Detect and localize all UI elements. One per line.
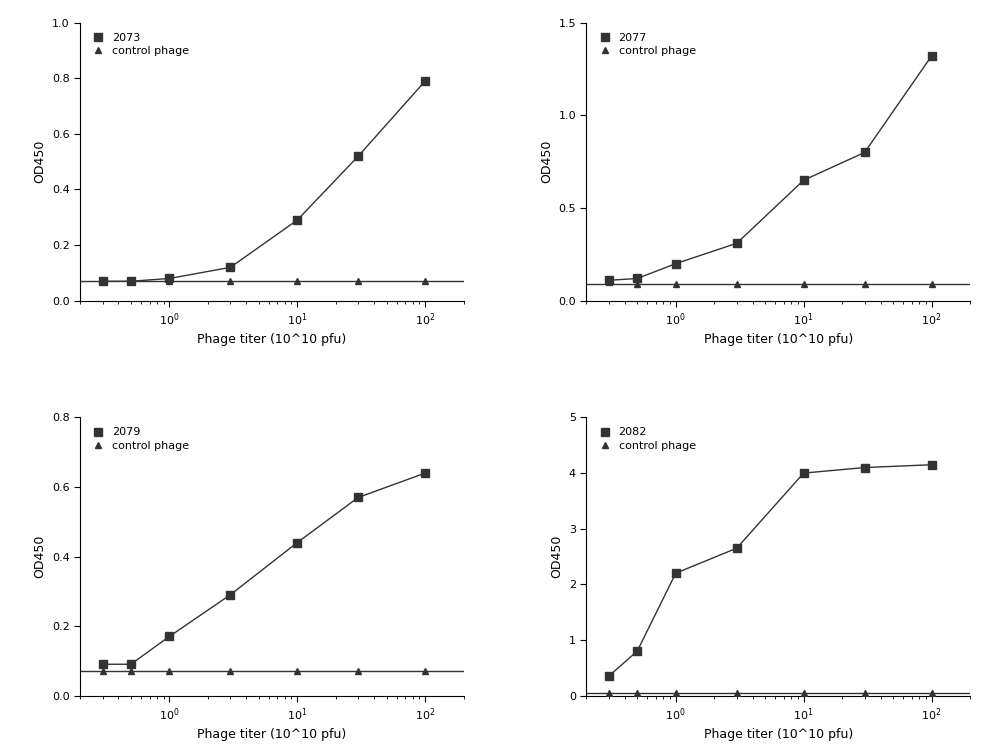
control phage — [352, 667, 364, 676]
control phage — [352, 277, 364, 286]
control phage — [926, 688, 938, 697]
Line: 2073: 2073 — [98, 77, 429, 286]
control phage — [224, 277, 236, 286]
Line: control phage: control phage — [99, 668, 429, 674]
Y-axis label: OD450: OD450 — [540, 140, 553, 184]
2077 — [631, 274, 643, 283]
control phage — [97, 277, 109, 286]
control phage — [291, 667, 303, 676]
control phage — [926, 280, 938, 289]
control phage — [419, 667, 431, 676]
control phage — [731, 688, 743, 697]
2073 — [352, 152, 364, 161]
2082 — [859, 463, 871, 472]
control phage — [125, 667, 137, 676]
control phage — [97, 667, 109, 676]
control phage — [731, 280, 743, 289]
2077 — [859, 148, 871, 157]
Line: 2079: 2079 — [98, 469, 429, 668]
control phage — [125, 277, 137, 286]
Line: control phage: control phage — [605, 689, 935, 696]
control phage — [163, 667, 175, 676]
Legend: 2082, control phage: 2082, control phage — [592, 423, 700, 455]
control phage — [224, 667, 236, 676]
2079 — [352, 493, 364, 502]
2073 — [224, 263, 236, 272]
2073 — [291, 215, 303, 225]
2079 — [419, 469, 431, 478]
control phage — [603, 688, 615, 697]
2082 — [670, 569, 682, 578]
2077 — [926, 51, 938, 60]
control phage — [798, 280, 810, 289]
control phage — [859, 280, 871, 289]
control phage — [859, 688, 871, 697]
2079 — [224, 590, 236, 600]
2082 — [798, 469, 810, 478]
2082 — [731, 544, 743, 553]
control phage — [670, 688, 682, 697]
control phage — [419, 277, 431, 286]
X-axis label: Phage titer (10^10 pfu): Phage titer (10^10 pfu) — [197, 728, 346, 741]
2082 — [926, 460, 938, 469]
control phage — [291, 277, 303, 286]
2079 — [291, 538, 303, 547]
Legend: 2077, control phage: 2077, control phage — [592, 28, 700, 60]
2073 — [163, 274, 175, 283]
2079 — [125, 660, 137, 669]
control phage — [670, 280, 682, 289]
Legend: 2073, control phage: 2073, control phage — [86, 28, 194, 60]
2082 — [603, 671, 615, 680]
2073 — [97, 277, 109, 286]
2077 — [798, 175, 810, 184]
2077 — [670, 259, 682, 268]
Y-axis label: OD450: OD450 — [33, 140, 46, 184]
2079 — [97, 660, 109, 669]
Line: 2082: 2082 — [605, 460, 936, 680]
control phage — [631, 688, 643, 697]
2077 — [731, 239, 743, 248]
Y-axis label: OD450: OD450 — [550, 534, 563, 578]
Line: 2077: 2077 — [605, 52, 936, 284]
control phage — [798, 688, 810, 697]
2077 — [603, 276, 615, 285]
Line: control phage: control phage — [99, 277, 429, 285]
Y-axis label: OD450: OD450 — [33, 534, 46, 578]
control phage — [603, 277, 615, 287]
2073 — [419, 76, 431, 85]
control phage — [631, 280, 643, 289]
2079 — [163, 632, 175, 641]
X-axis label: Phage titer (10^10 pfu): Phage titer (10^10 pfu) — [704, 333, 853, 346]
2073 — [125, 277, 137, 286]
Line: control phage: control phage — [605, 279, 935, 287]
control phage — [163, 277, 175, 286]
X-axis label: Phage titer (10^10 pfu): Phage titer (10^10 pfu) — [704, 728, 853, 741]
2082 — [631, 646, 643, 655]
X-axis label: Phage titer (10^10 pfu): Phage titer (10^10 pfu) — [197, 333, 346, 346]
Legend: 2079, control phage: 2079, control phage — [86, 423, 194, 455]
